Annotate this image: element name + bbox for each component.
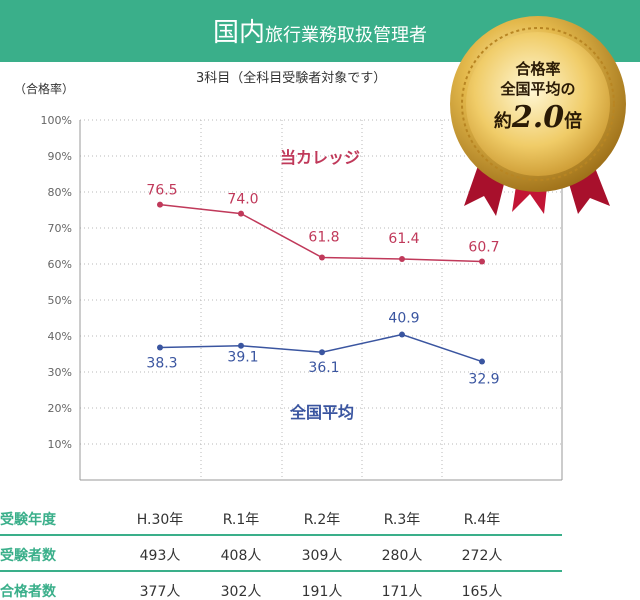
y-tick-label: 20% [48, 402, 72, 415]
data-point [319, 349, 325, 356]
medal-value: 2.0 [511, 100, 565, 135]
table-cell: 377人 [139, 584, 181, 600]
table-cell: R.1年 [222, 512, 260, 528]
data-point [399, 255, 405, 262]
y-tick-label: 70% [48, 222, 72, 235]
y-tick-label: 100% [41, 114, 72, 127]
medal-line1: 合格率 [515, 60, 561, 78]
medal-suffix: 倍 [564, 111, 583, 132]
data-point [479, 258, 485, 265]
table-cell: 408人 [220, 548, 262, 564]
data-label: 60.7 [468, 239, 499, 255]
table-cell: 191人 [301, 584, 343, 600]
data-label: 39.1 [227, 350, 258, 366]
data-point [157, 201, 163, 208]
medal-inner [466, 32, 610, 176]
y-tick-label: 40% [48, 330, 72, 343]
row-divider [0, 570, 562, 572]
table-cell: R.3年 [383, 512, 421, 528]
y-axis-label: （合格率） [14, 82, 75, 96]
data-point [319, 254, 325, 261]
y-tick-label: 30% [48, 366, 72, 379]
table-row: 受験者数 493人 408人 309人 280人 272人 [0, 536, 562, 572]
table-cell: H.30年 [136, 512, 184, 528]
page-title: 国内旅行業務取扱管理者 [0, 12, 640, 49]
row-divider [0, 534, 562, 536]
table-cell: 272人 [461, 548, 503, 564]
table-cell: 493人 [139, 548, 181, 564]
data-label: 40.9 [388, 311, 419, 327]
title-rest: 旅行業務取扱管理者 [265, 25, 427, 46]
row-caption: 合格者数 [0, 584, 56, 600]
series-name-label: 全国平均 [289, 403, 354, 422]
data-label: 61.4 [388, 231, 419, 247]
data-point [399, 331, 405, 338]
table-cell: 309人 [301, 548, 343, 564]
table-row: 受験年度 H.30年 R.1年 R.2年 R.3年 R.4年 [0, 500, 562, 536]
medal-line2: 全国平均の [500, 80, 576, 98]
series-line [159, 333, 483, 363]
data-point [479, 358, 485, 365]
data-label: 61.8 [308, 230, 339, 246]
y-tick-label: 10% [48, 438, 72, 451]
data-point [238, 342, 244, 349]
table-cell: R.4年 [463, 512, 501, 528]
data-point [238, 210, 244, 217]
chart-subtitle: 3科目（全科目受験者対象です） [196, 71, 387, 86]
data-label: 74.0 [227, 192, 258, 208]
data-point [157, 344, 163, 351]
table-cell: 302人 [220, 584, 262, 600]
y-tick-label: 60% [48, 258, 72, 271]
medal-ratio: 約2.0倍 [440, 100, 636, 135]
table-row: 合格者数 377人 302人 191人 171人 165人 [0, 572, 562, 600]
medal-badge: 合格率 全国平均の 約2.0倍 [440, 10, 636, 220]
y-tick-label: 80% [48, 186, 72, 199]
y-tick-label: 50% [48, 294, 72, 307]
table-cell: 280人 [381, 548, 423, 564]
table-cell: 165人 [461, 584, 503, 600]
table-cell: R.2年 [303, 512, 341, 528]
table-cell: 171人 [381, 584, 423, 600]
exam-stats-table: 受験年度 H.30年 R.1年 R.2年 R.3年 R.4年 受験者数 493人… [0, 500, 562, 600]
data-label: 32.9 [468, 372, 499, 388]
row-caption: 受験者数 [0, 548, 56, 564]
medal-prefix: 約 [493, 111, 512, 132]
pass-rate-line-chart: 10% 20% 30% 40% 50% 60% 70% 80% 90% 100% 76.5 74.0… [41, 114, 563, 481]
data-label: 38.3 [146, 356, 177, 372]
data-label: 76.5 [146, 183, 177, 199]
row-caption: 受験年度 [0, 512, 56, 528]
title-main: 国内 [212, 18, 265, 48]
medal-graphic [450, 16, 626, 216]
y-tick-label: 90% [48, 150, 72, 163]
series-name-label: 当カレッジ [280, 148, 360, 167]
data-label: 36.1 [308, 360, 339, 376]
